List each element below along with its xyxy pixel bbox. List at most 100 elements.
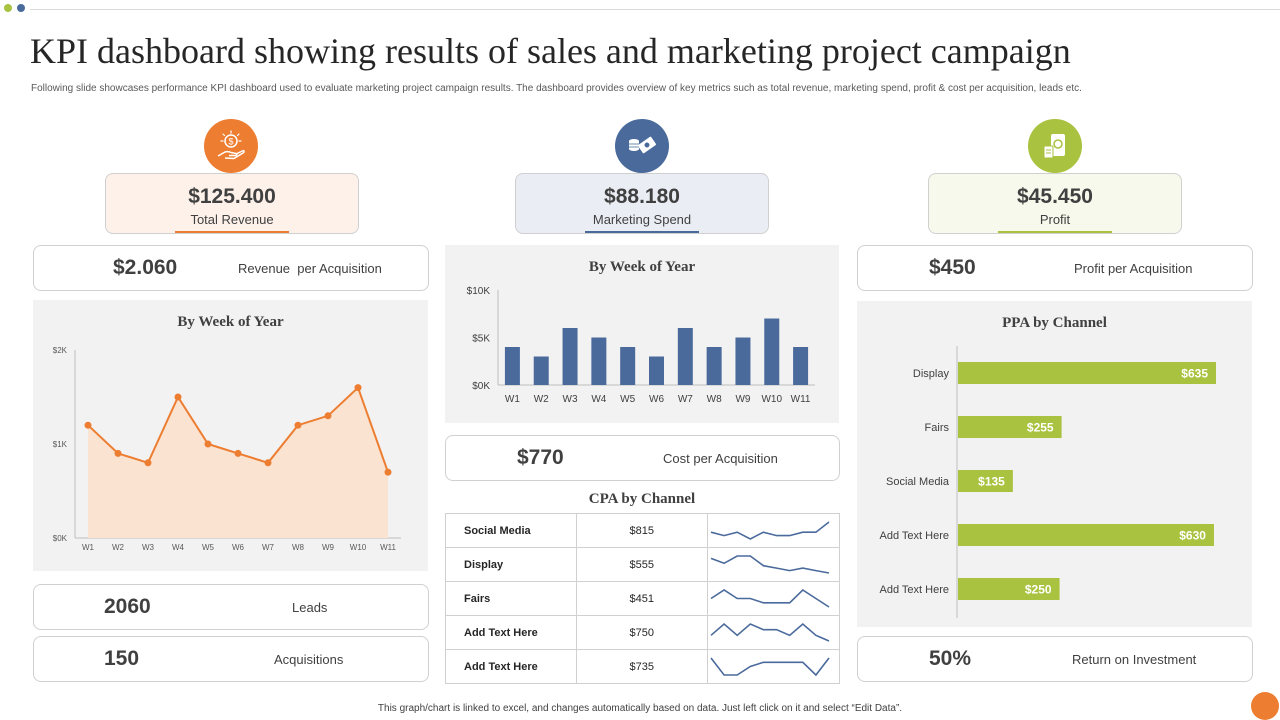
data-point [384,468,392,476]
kpi-value-marketing-spend: $88.180 [604,185,680,208]
metric-return-on-investment: 50% Return on Investment [857,636,1253,682]
category-label: Fairs [925,422,950,434]
cpa-table: Social Media $815 Display $555 Fairs $451 Add … [445,513,841,684]
footer-note: This graph/chart is linked to excel, and… [377,703,903,714]
x-tick-label: W4 [172,543,185,552]
channel-cell: Add Text Here [445,615,577,650]
top-rule [30,9,1280,10]
metric-revenue-per-acquisition: $2.060 Revenue per Acquisition [33,245,429,291]
data-point [264,459,272,467]
bar [562,328,578,385]
decor-dot-blue [17,4,25,12]
corner-decor [1251,692,1279,720]
x-tick-label: W5 [202,543,215,552]
table-row: Social Media $815 [445,513,841,548]
data-label: $250 [1025,583,1052,597]
bar [504,347,520,385]
chart-title: By Week of Year [588,259,696,275]
category-label: Display [913,368,950,380]
data-label: $635 [1181,367,1208,381]
bar [958,416,1062,438]
metric-label: Profit per Acquisition [1074,260,1193,276]
value-cell: $815 [575,513,708,548]
kpi-value-revenue: $125.400 [188,185,276,208]
x-tick-label: W8 [707,394,722,405]
kpi-card-profit: $45.450 Profit [928,173,1182,234]
metric-value: $770 [517,446,564,469]
table-row: Add Text Here $750 [445,615,841,650]
metric-value: 150 [104,647,140,670]
metric-value: $450 [929,256,976,279]
table-row: Display $555 [445,547,841,582]
chart-title: PPA by Channel [1002,315,1107,331]
sparkline [710,521,830,540]
revenue-area-chart: By Week of Year $0K $1K $2K W1 W2 W3 W4 W5 W6 W7 W… [33,300,428,571]
channel-cell: Fairs [445,581,577,616]
data-label: $135 [978,475,1005,489]
bar [958,524,1214,546]
value-cell: $555 [575,547,708,582]
metric-label: Acquisitions [274,651,344,667]
sparkline-path [710,622,830,642]
table-row: Add Text Here $735 [445,649,841,684]
data-point [324,412,332,420]
hbar-chart-svg: Display $635 Fairs $255 Social Media $135 Add … [879,346,1216,618]
bar [649,356,664,385]
x-tick-label: W10 [350,543,367,552]
sparkline-cell [706,513,841,548]
category-label: Add Text Here [879,584,949,596]
metric-value: $2.060 [113,256,178,279]
sparkline [710,588,830,608]
bar [735,337,751,385]
area-fill [88,387,388,538]
metric-label: Revenue per Acquisition [238,260,382,276]
page-subtitle: Following slide showcases performance KP… [31,83,1082,94]
sparkline-cell [706,649,841,684]
metric-acquisitions: 150 Acquisitions [33,636,429,682]
data-point [204,440,212,448]
y-tick-label: $1K [53,440,68,449]
sparkline-cell [706,547,841,582]
y-tick-label: $0K [472,381,490,392]
bar [706,347,722,385]
metric-leads: 2060 Leads [33,584,429,630]
area-chart-svg: $0K $1K $2K W1 W2 W3 W4 W5 W6 W7 W8 W9 W10 W11 [53,346,401,552]
y-tick-label: $10K [467,286,491,297]
category-label: Social Media [886,476,950,488]
x-tick-label: W11 [791,394,811,405]
data-point [234,449,242,457]
metric-profit-per-acquisition: $450 Profit per Acquisition [857,245,1253,291]
kpi-label-revenue: Total Revenue [190,212,274,227]
x-tick-label: W9 [322,543,335,552]
sparkline-path [710,657,830,677]
metric-label: Leads [292,599,328,615]
x-tick-label: W9 [735,394,750,405]
channel-cell: Display [445,547,577,582]
data-label: $255 [1027,421,1054,435]
x-tick-label: W1 [505,394,520,405]
kpi-underline-revenue [175,231,289,233]
data-point [294,421,302,429]
kpi-label-profit: Profit [1039,212,1071,227]
metric-value: 50% [929,647,972,670]
chart-title: By Week of Year [177,314,284,330]
bar [958,470,1013,492]
sparkline-cell [706,581,841,616]
value-cell: $451 [575,581,708,616]
x-tick-label: W1 [82,543,95,552]
money-hand-icon: $ [204,119,258,173]
sparkline [710,657,830,677]
kpi-value-profit: $45.450 [1017,185,1093,208]
x-tick-label: W5 [620,394,635,405]
bar [591,337,607,385]
y-tick-label: $0K [53,534,68,543]
metric-cost-per-acquisition: $770 Cost per Acquisition [445,435,840,481]
bar [958,578,1060,600]
value-cell: $750 [575,615,708,650]
x-tick-label: W10 [761,394,782,405]
value-cell: $735 [575,649,708,684]
x-tick-label: W2 [112,543,125,552]
cash-coins-icon [615,119,669,173]
sparkline [710,555,830,574]
bar [533,356,549,385]
